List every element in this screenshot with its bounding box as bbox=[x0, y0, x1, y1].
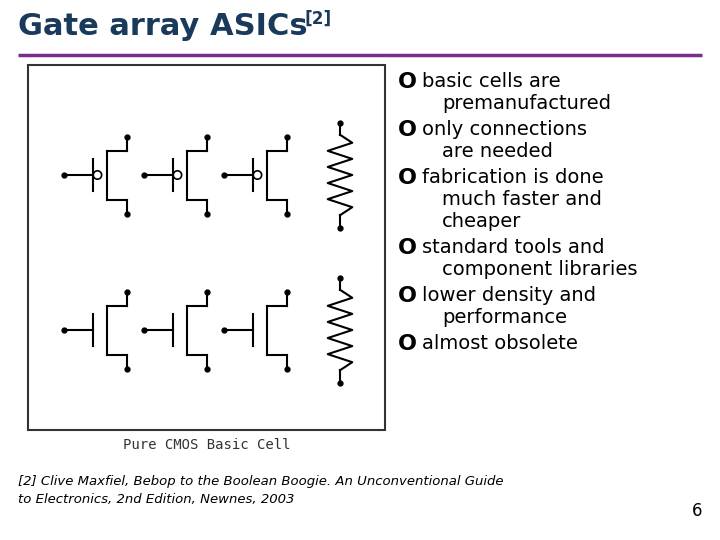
Text: Pure CMOS Basic Cell: Pure CMOS Basic Cell bbox=[122, 438, 290, 452]
Text: basic cells are: basic cells are bbox=[422, 72, 561, 91]
Text: component libraries: component libraries bbox=[442, 260, 637, 279]
Text: premanufactured: premanufactured bbox=[442, 94, 611, 113]
Text: are needed: are needed bbox=[442, 142, 553, 161]
Text: cheaper: cheaper bbox=[442, 212, 521, 231]
Text: [2]: [2] bbox=[305, 10, 332, 28]
Text: 6: 6 bbox=[691, 502, 702, 520]
Text: O: O bbox=[398, 168, 417, 188]
Text: O: O bbox=[398, 72, 417, 92]
Bar bbox=[28, 65, 385, 430]
Text: O: O bbox=[398, 334, 417, 354]
Text: Gate array ASICs: Gate array ASICs bbox=[18, 12, 318, 41]
Text: O: O bbox=[398, 238, 417, 258]
Text: much faster and: much faster and bbox=[442, 190, 602, 209]
Text: performance: performance bbox=[442, 308, 567, 327]
Text: only connections: only connections bbox=[422, 120, 587, 139]
Text: O: O bbox=[398, 286, 417, 306]
Text: fabrication is done: fabrication is done bbox=[422, 168, 603, 187]
Text: [2] Clive Maxfiel, Bebop to the Boolean Boogie. An Unconventional Guide: [2] Clive Maxfiel, Bebop to the Boolean … bbox=[18, 475, 503, 488]
Text: lower density and: lower density and bbox=[422, 286, 596, 305]
Text: almost obsolete: almost obsolete bbox=[422, 334, 578, 353]
Text: O: O bbox=[398, 120, 417, 140]
Text: to Electronics, 2nd Edition, Newnes, 2003: to Electronics, 2nd Edition, Newnes, 200… bbox=[18, 493, 294, 506]
Text: standard tools and: standard tools and bbox=[422, 238, 605, 257]
